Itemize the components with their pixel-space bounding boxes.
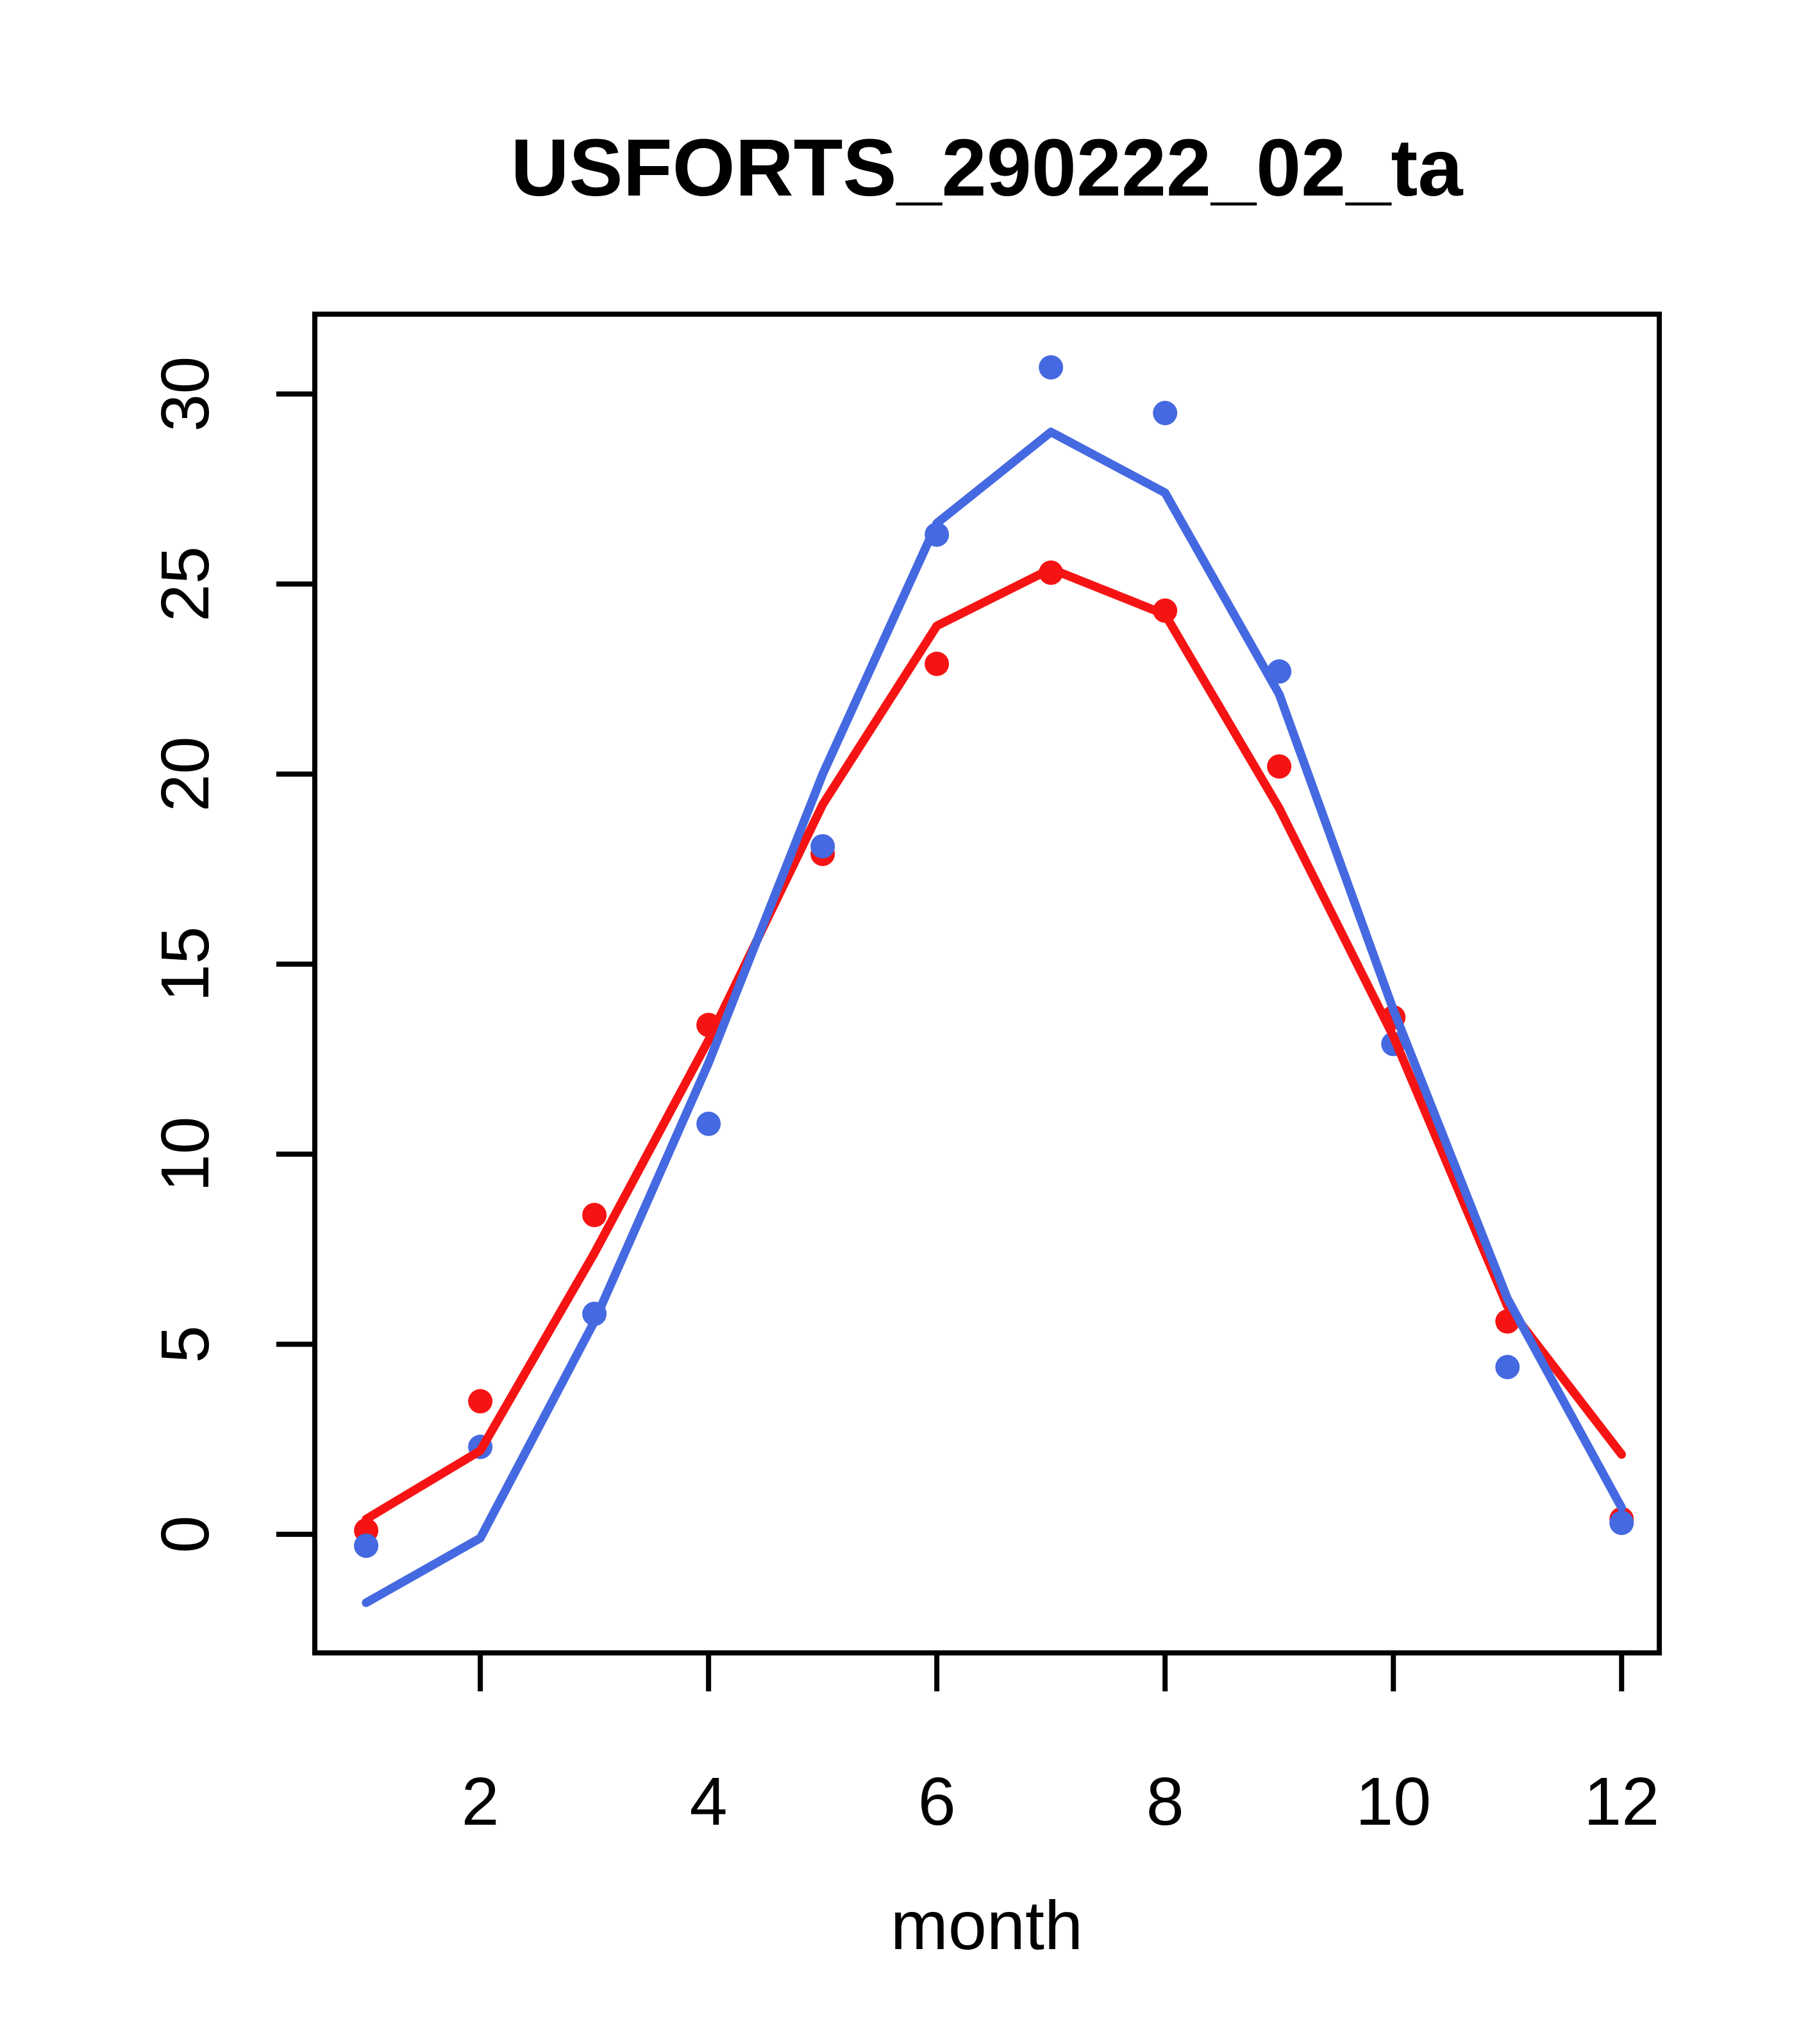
x-tick-label: 2 (462, 1764, 499, 1839)
red-fitted-line (362, 564, 1627, 1524)
red-observed-point (468, 1389, 493, 1414)
x-tick-label: 4 (690, 1764, 728, 1839)
y-tick-label: 10 (147, 1116, 223, 1192)
blue-observed-point (696, 1111, 721, 1136)
blue-observed-point (810, 834, 835, 859)
blue-fitted-line (362, 428, 1627, 1607)
x-tick-label: 12 (1584, 1764, 1659, 1839)
y-tick-label: 5 (147, 1325, 223, 1363)
x-tick-label: 10 (1355, 1764, 1431, 1839)
data-points (354, 355, 1634, 1558)
x-tick-label: 8 (1146, 1764, 1184, 1839)
y-tick-label: 15 (147, 926, 223, 1002)
fitted-lines (362, 428, 1627, 1607)
y-tick-label: 20 (147, 736, 223, 812)
x-axis-label: month (891, 1886, 1083, 1964)
blue-observed-point (1153, 401, 1178, 426)
y-tick-label: 0 (147, 1516, 223, 1554)
axis-ticks (276, 391, 1625, 1691)
chart-title: USFORTS_290222_02_ta (511, 122, 1464, 213)
red-observed-point (925, 651, 950, 676)
plot-border (312, 312, 1662, 1655)
red-observed-point (1267, 754, 1292, 779)
blue-observed-point (1039, 355, 1064, 380)
blue-observed-point (1495, 1355, 1520, 1380)
plot-box (312, 312, 1662, 1655)
y-tick-labels: 0 5 10 15 20 25 30 (147, 356, 223, 1554)
red-observed-point (582, 1203, 607, 1228)
y-tick-label: 30 (147, 356, 223, 432)
x-tick-labels: 2 4 6 8 10 12 (462, 1764, 1660, 1839)
y-tick-label: 25 (147, 546, 223, 622)
blue-observed-point (354, 1533, 379, 1558)
blue-observed-point (1609, 1511, 1634, 1536)
x-tick-label: 6 (918, 1764, 956, 1839)
